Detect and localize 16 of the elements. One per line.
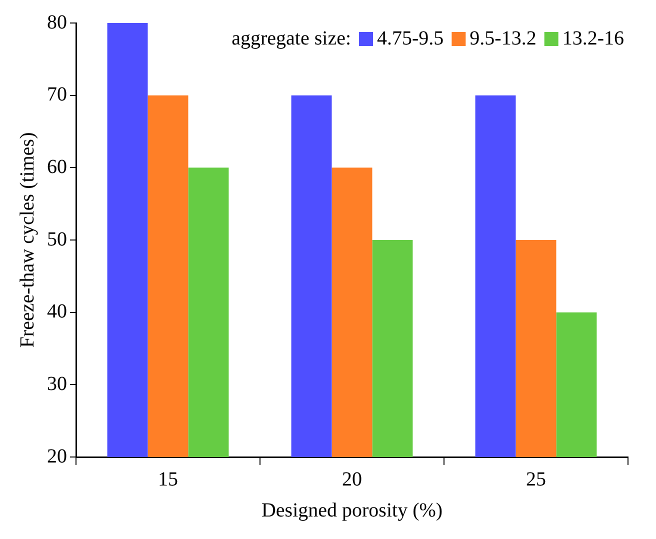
y-axis-title: Freeze-thaw cycles (times) (16, 132, 38, 348)
legend-label: 9.5-13.2 (470, 27, 536, 50)
legend-label: 13.2-16 (562, 27, 624, 50)
y-tick-label: 80 (47, 11, 67, 34)
legend-title: aggregate size: (232, 27, 352, 50)
x-axis-title: Designed porosity (%) (261, 499, 443, 522)
y-tick-label: 20 (47, 445, 67, 468)
y-tick-label: 30 (47, 372, 67, 395)
y-tick-label: 50 (47, 228, 67, 250)
x-tick-label: 15 (158, 468, 178, 490)
y-tick-label: 70 (47, 84, 67, 106)
x-tick-label: 25 (526, 468, 546, 490)
x-tick-label: 20 (342, 468, 362, 490)
y-tick-label: 40 (47, 300, 67, 323)
legend-label: 4.75-9.5 (377, 27, 444, 50)
y-tick-label: 60 (47, 156, 67, 178)
